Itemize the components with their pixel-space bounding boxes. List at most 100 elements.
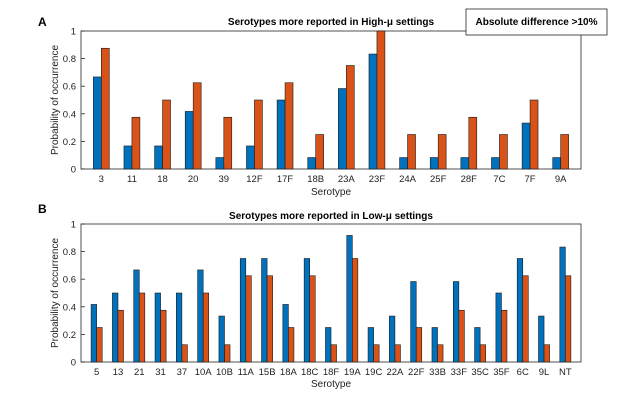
bar-b-orange-19C: [373, 344, 380, 363]
x-tick-label-a-18B: 18B: [307, 174, 324, 185]
panel-a-label: A: [38, 15, 47, 29]
bar-a-blue-7C: [491, 157, 500, 170]
bar-b-blue-33F: [452, 281, 460, 363]
bar-b-blue-31: [154, 292, 161, 363]
bar-b-blue-18C: [303, 258, 311, 363]
bar-a-blue-18: [154, 145, 163, 170]
panel-a-y-ticks: 0 0.2 0.4 0.6 0.8 1: [63, 27, 85, 176]
bar-a-blue-3: [93, 76, 102, 170]
x-tick-label-b-37: 37: [177, 367, 188, 378]
panel-b-bars: [90, 235, 572, 363]
panel-a-bars: [93, 30, 569, 170]
bar-a-blue-23F: [368, 53, 378, 170]
bar-b-blue-11A: [239, 258, 247, 363]
x-tick-label-b-35C: 35C: [471, 367, 489, 378]
bar-b-blue-37: [176, 292, 183, 363]
x-tick-label-a-3: 3: [99, 174, 104, 185]
x-tick-label-b-22A: 22A: [386, 367, 404, 378]
bar-a-orange-23F: [376, 30, 386, 170]
y-tick-label-a-0.2: 0.2: [63, 137, 76, 148]
bar-b-blue-19A: [346, 235, 353, 363]
x-tick-label-b-19C: 19C: [365, 367, 383, 378]
bar-a-blue-28F: [460, 157, 470, 170]
bar-b-blue-9L: [538, 315, 545, 363]
y-tick-label-b-1: 1: [71, 220, 76, 231]
panel-b-y-axis-label: Probability of occurrence: [50, 238, 61, 348]
x-tick-label-a-20: 20: [188, 174, 199, 185]
bar-a-orange-18B: [315, 134, 324, 170]
bar-a-blue-20: [184, 111, 194, 170]
bar-b-blue-15B: [261, 258, 268, 363]
bar-a-blue-7F: [521, 122, 531, 170]
y-tick-label-b-0: 0: [71, 358, 76, 369]
x-tick-label-b-10B: 10B: [216, 367, 233, 378]
bar-a-orange-24A: [407, 134, 416, 170]
x-tick-label-b-11A: 11A: [238, 367, 255, 378]
x-tick-label-b-35F: 35F: [493, 367, 510, 378]
bar-b-orange-21: [138, 292, 146, 363]
bar-a-blue-18B: [307, 157, 316, 170]
bar-a-orange-7C: [499, 134, 508, 170]
panel-b-x-ticks: 5 13 21 31 37 10A 10B 11A 15B 18A 18C 18F 19A 19C 22A 2…: [94, 359, 572, 378]
bar-b-orange-10B: [224, 344, 231, 363]
y-tick-label-a-0.4: 0.4: [63, 109, 76, 120]
panel-a-title: Serotypes more reported in High-μ settin…: [228, 17, 435, 28]
x-tick-label-b-10A: 10A: [195, 367, 213, 378]
bar-a-blue-23A: [338, 88, 347, 170]
bar-b-blue-21: [133, 269, 140, 363]
x-tick-label-a-7C: 7C: [493, 174, 505, 185]
bar-b-blue-6C: [516, 258, 524, 363]
y-tick-label-b-0.2: 0.2: [63, 330, 76, 341]
panel-b-label: B: [38, 202, 47, 216]
bar-a-orange-11: [131, 116, 141, 170]
bar-a-orange-18: [162, 99, 171, 170]
x-tick-label-a-7F: 7F: [525, 174, 536, 185]
bar-a-blue-24A: [399, 157, 408, 170]
x-tick-label-b-15B: 15B: [259, 367, 276, 378]
panel-a-y-axis-label: Probability of occurrence: [50, 45, 61, 155]
x-tick-label-b-18C: 18C: [301, 367, 319, 378]
x-tick-label-a-28F: 28F: [461, 174, 478, 185]
bar-a-blue-11: [123, 145, 133, 170]
y-tick-label-a-0: 0: [71, 165, 76, 176]
panel-a: A Serotypes more reported in High-μ sett…: [38, 8, 608, 198]
bar-b-orange-35C: [479, 344, 486, 363]
x-tick-label-b-NT: NT: [559, 367, 572, 378]
x-tick-label-b-13: 13: [113, 367, 124, 378]
x-tick-label-b-33F: 33F: [451, 367, 468, 378]
bar-b-orange-22A: [394, 344, 401, 363]
x-tick-label-a-24A: 24A: [399, 174, 417, 185]
x-tick-label-a-9A: 9A: [555, 174, 567, 185]
bar-b-blue-35C: [474, 327, 481, 363]
y-tick-label-a-0.8: 0.8: [63, 54, 76, 65]
bar-b-blue-10B: [218, 315, 225, 363]
panel-b-title: Serotypes more reported in Low-μ setting…: [229, 211, 433, 222]
x-tick-label-a-25F: 25F: [430, 174, 447, 185]
bar-b-orange-22F: [415, 327, 423, 363]
x-tick-label-b-6C: 6C: [517, 367, 529, 378]
x-tick-label-a-11: 11: [127, 174, 137, 185]
bar-b-orange-15B: [266, 275, 273, 363]
legend-text: Absolute difference >10%: [476, 17, 598, 28]
bar-a-blue-25F: [429, 157, 439, 170]
bar-b-orange-9L: [543, 344, 550, 363]
bar-b-blue-22F: [410, 281, 417, 363]
bar-a-orange-17F: [284, 82, 294, 170]
x-tick-label-a-12F: 12F: [246, 174, 263, 185]
bar-b-orange-19A: [351, 258, 359, 363]
panel-b-x-axis-label: Serotype: [311, 379, 351, 390]
bar-a-orange-39: [223, 116, 233, 170]
bar-b-blue-NT: [559, 246, 566, 363]
bar-b-orange-13: [117, 309, 124, 363]
bar-a-orange-25F: [437, 134, 447, 170]
bar-b-blue-35F: [495, 292, 502, 363]
legend-box: [465, 8, 608, 36]
bar-b-blue-33B: [431, 327, 438, 363]
x-tick-label-a-17F: 17F: [277, 174, 294, 185]
bar-a-blue-39: [215, 157, 225, 170]
bar-a-blue-9A: [552, 157, 561, 170]
x-tick-label-b-5: 5: [94, 367, 99, 378]
bar-b-blue-22A: [389, 315, 396, 363]
bar-b-orange-10A: [202, 292, 210, 363]
